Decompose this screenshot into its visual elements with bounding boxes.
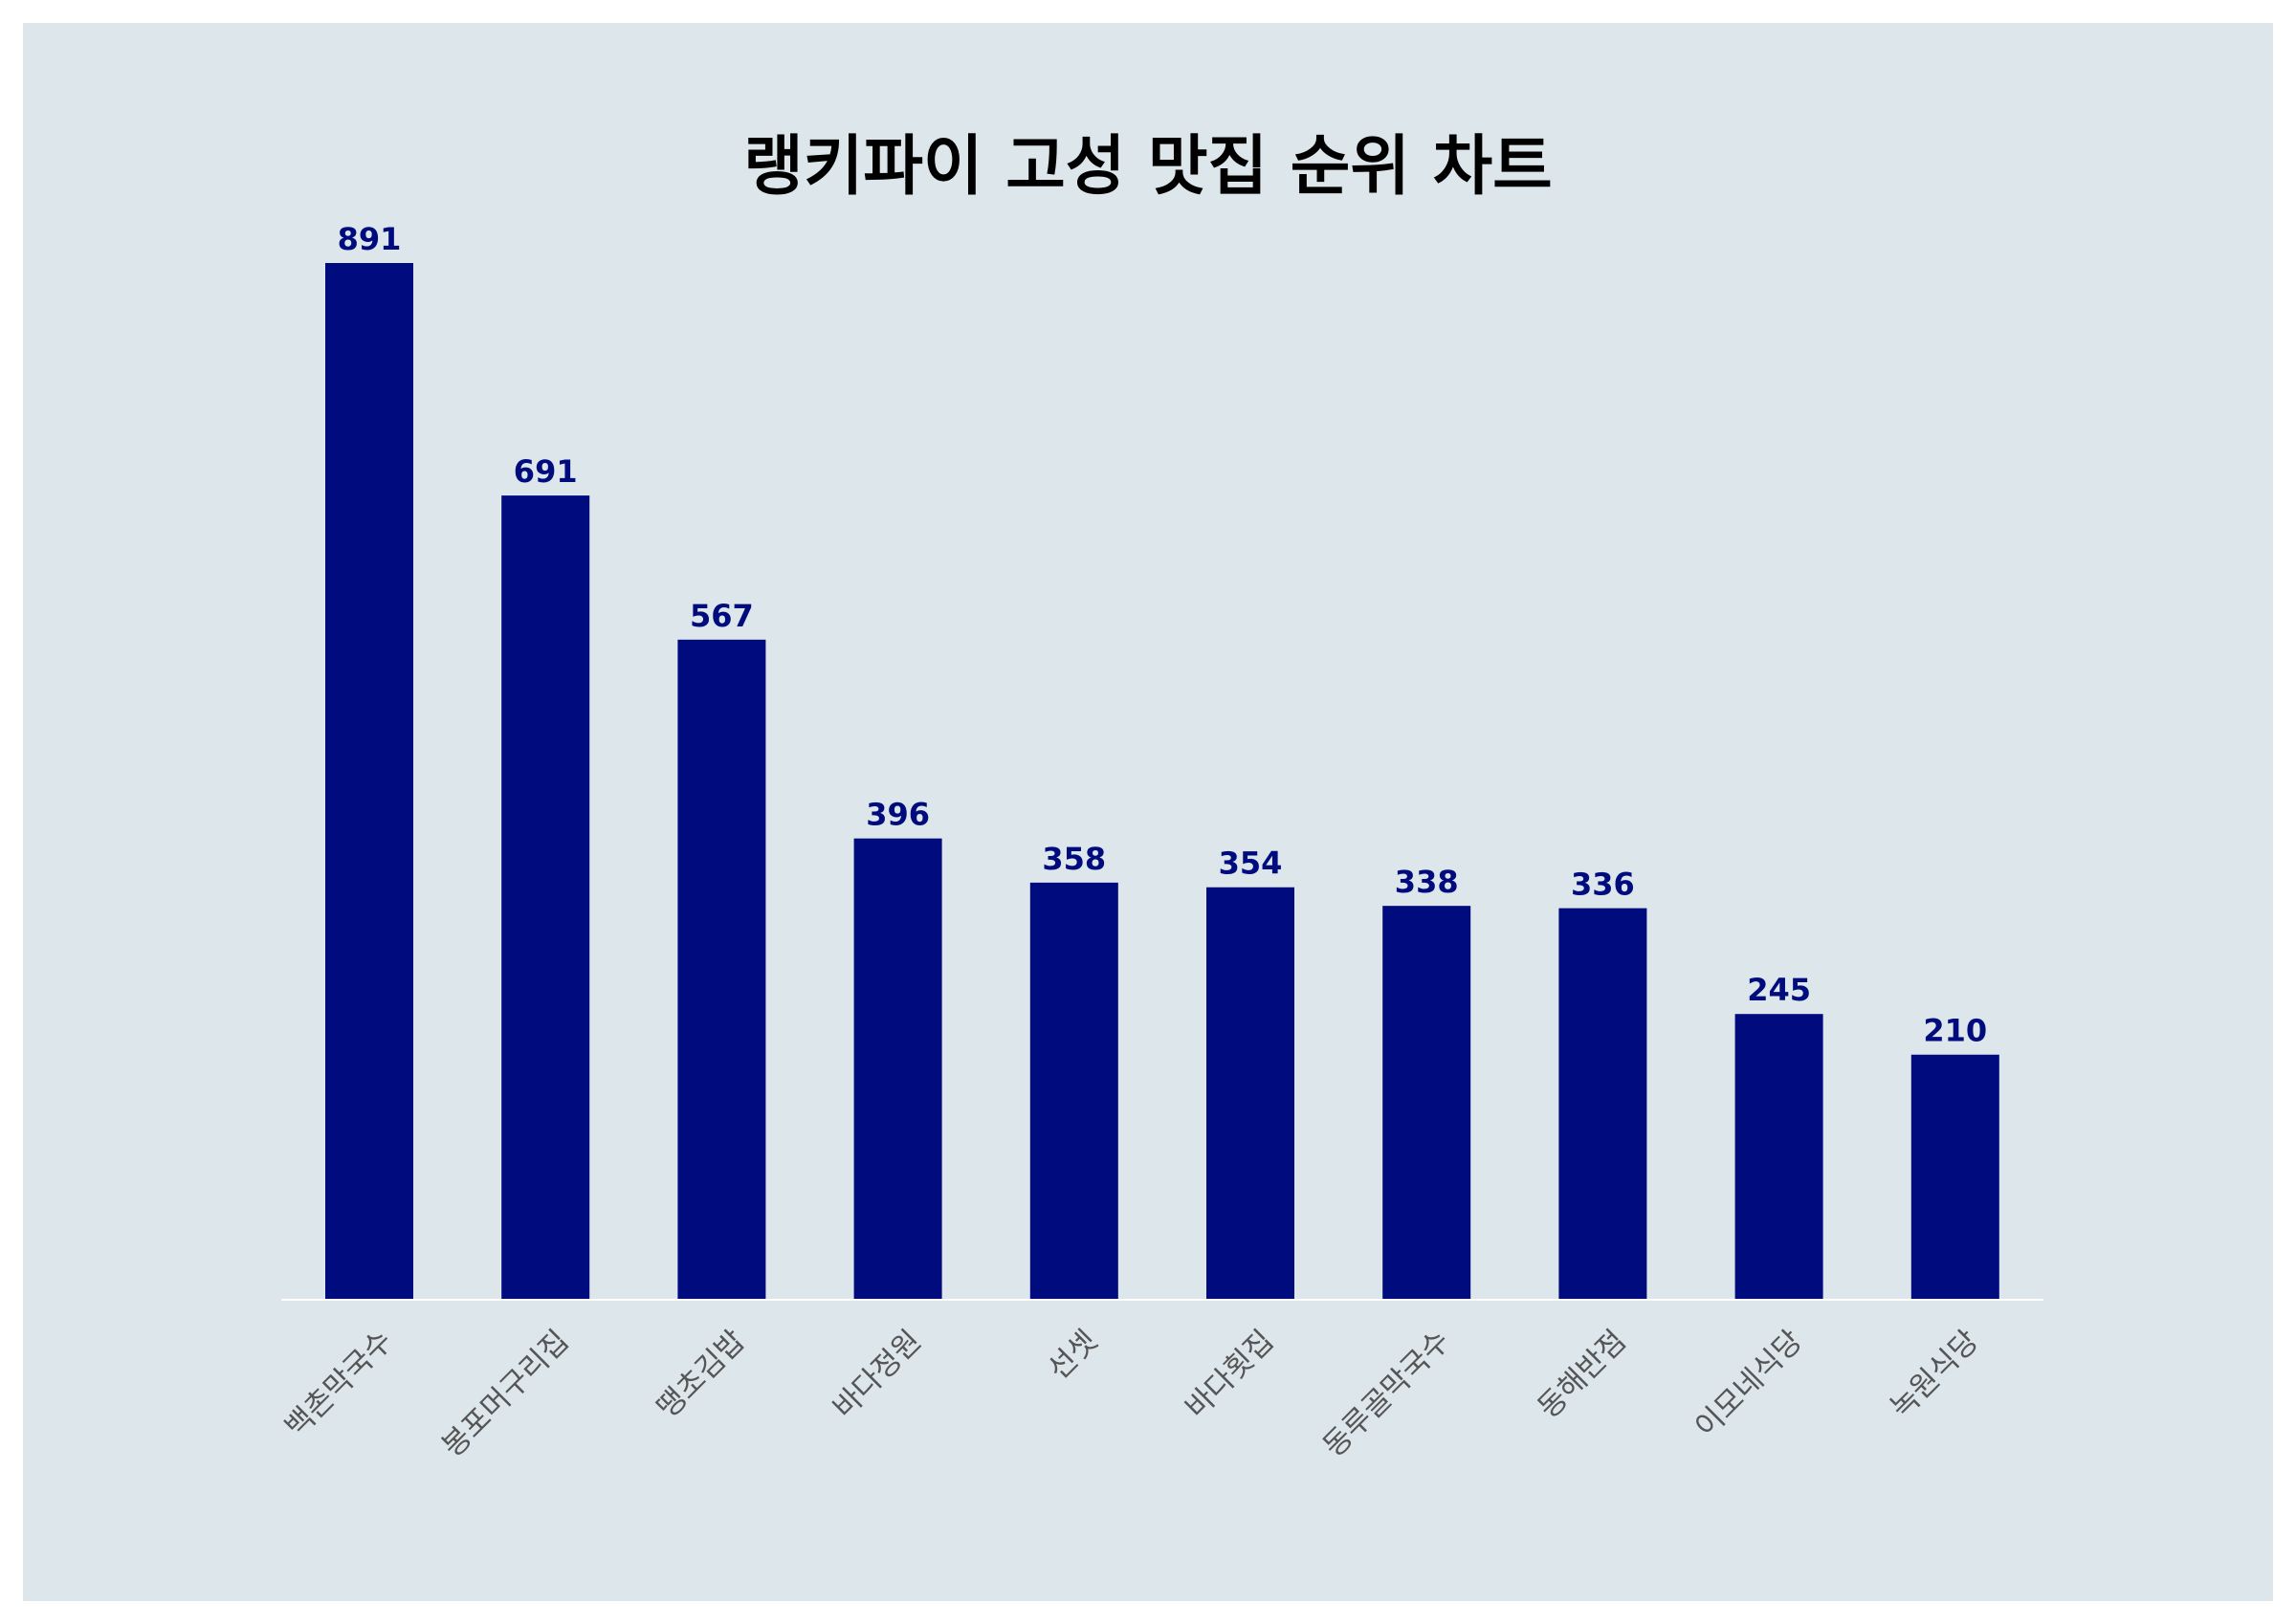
category-labels-layer: 백촌막국수 봉포머구리집 땡초김밥 바다정원 선셋 바다횟집 동루골막국수 동해반점 이모네식당… [278,1324,1985,1463]
value-label-1: 891 [338,221,402,257]
value-label-6: 354 [1219,845,1283,882]
category-label-5: 선셋 [1042,1324,1105,1387]
value-label-2: 691 [514,453,578,490]
category-label-3: 땡초김밥 [651,1324,752,1425]
bar-8 [1558,908,1647,1299]
value-label-8: 336 [1571,867,1635,903]
category-label-6: 바다횟집 [1179,1324,1280,1425]
bar-5 [1029,882,1118,1299]
category-label-4: 바다정원 [827,1324,928,1425]
value-label-7: 338 [1395,864,1459,900]
value-label-3: 567 [690,598,754,634]
bar-4 [853,838,942,1299]
value-label-4: 396 [866,797,930,833]
category-label-9: 이모네식당 [1689,1324,1809,1444]
value-label-10: 210 [1923,1013,1987,1049]
value-labels-layer: 891 691 567 396 358 354 338 336 245 210 [338,221,1988,1049]
chart-title: 랭키파이 고성 맛집 순위 차트 [743,129,1553,205]
bar-3 [677,639,766,1299]
bar-6 [1206,887,1294,1299]
category-label-7: 동루골막국수 [1316,1324,1456,1463]
category-label-8: 동해반점 [1532,1324,1633,1425]
category-label-1: 백촌막국수 [278,1324,399,1444]
bar-10 [1910,1054,1999,1299]
value-label-5: 358 [1042,841,1106,877]
category-label-2: 봉포머구리집 [435,1324,575,1463]
bar-2 [501,495,590,1299]
bars-layer [325,263,1999,1299]
bar-1 [325,263,413,1299]
bar-7 [1382,906,1471,1299]
value-label-9: 245 [1747,972,1811,1008]
category-label-10: 녹원식당 [1884,1324,1985,1425]
bar-9 [1734,1014,1823,1299]
